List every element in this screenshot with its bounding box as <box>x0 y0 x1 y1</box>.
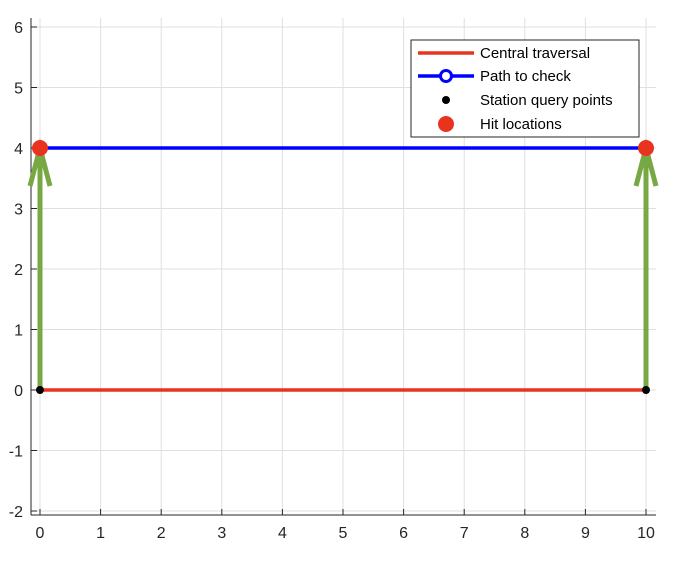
y-tick-label: 6 <box>14 20 23 37</box>
x-tick-label: 6 <box>399 525 408 542</box>
x-tick-label: 8 <box>520 525 529 542</box>
legend-marker-station-query-points <box>442 96 450 104</box>
hit-location-point <box>638 140 654 156</box>
y-tick-label: 3 <box>14 202 23 219</box>
plot-area <box>27 138 659 394</box>
x-tick-label: 7 <box>460 525 469 542</box>
y-tick-label: -1 <box>9 444 23 461</box>
x-tick-label: 9 <box>581 525 590 542</box>
legend-label-3: Station query points <box>480 92 613 109</box>
x-tick-label: 3 <box>217 525 226 542</box>
station-query-point <box>36 386 44 394</box>
y-tick-label: 5 <box>14 81 23 98</box>
y-tick-label: 2 <box>14 262 23 279</box>
x-tick-label: 5 <box>339 525 348 542</box>
legend-label-4: Hit locations <box>480 116 562 133</box>
x-tick-label: 4 <box>278 525 287 542</box>
hit-location-point <box>32 140 48 156</box>
y-tick-label: 4 <box>14 141 23 158</box>
y-tick-label: 1 <box>14 323 23 340</box>
x-tick-label: 1 <box>96 525 105 542</box>
legend-label-1: Central traversal <box>480 45 590 62</box>
legend-marker-path-to-check <box>439 69 453 83</box>
legend: Central traversal Path to check Station qu… <box>410 39 640 138</box>
axes: 0 1 2 3 4 5 6 7 8 9 10 -2 -1 0 1 2 3 4 5 6 <box>9 18 656 542</box>
legend-marker-hit-locations <box>438 116 454 132</box>
legend-label-2: Path to check <box>480 68 571 85</box>
y-tick-label: 0 <box>14 383 23 400</box>
x-tick-label: 10 <box>637 525 655 542</box>
y-tick-label: -2 <box>9 504 23 521</box>
x-tick-label: 0 <box>36 525 45 542</box>
station-query-point <box>642 386 650 394</box>
x-tick-label: 2 <box>157 525 166 542</box>
